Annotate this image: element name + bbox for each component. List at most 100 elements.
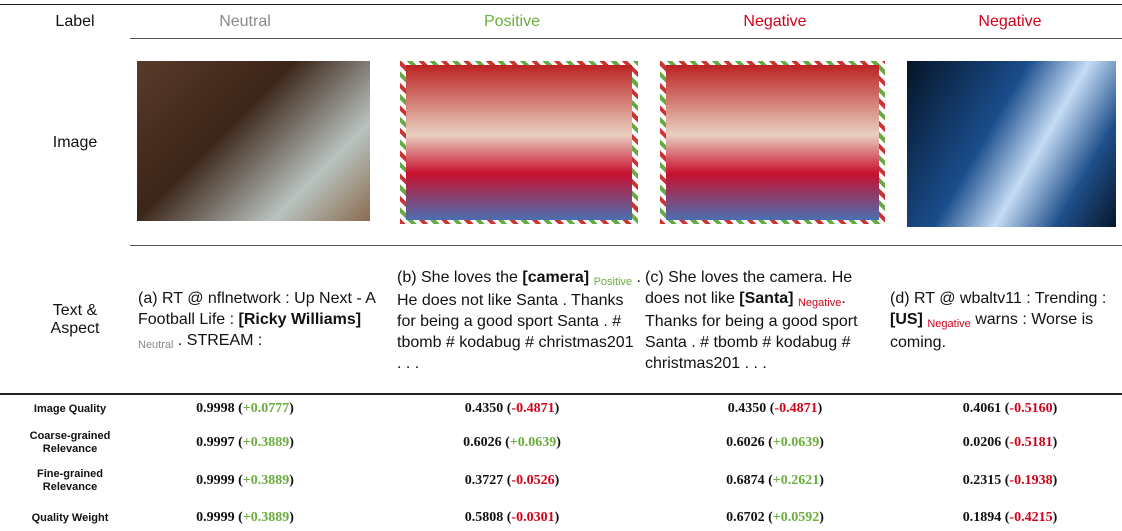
- metric-text: 0.4350 (-0.4871): [465, 401, 560, 417]
- metric-text: 0.9997 (+0.3889): [196, 435, 294, 451]
- metric-label: Coarse-grained Relevance: [20, 424, 120, 462]
- metric-value: 0.9999: [196, 510, 235, 525]
- metric-value: 0.4350: [728, 401, 767, 416]
- metric-cell: 0.6026 (+0.0639): [392, 424, 632, 462]
- metric-text: 0.4350 (-0.4871): [728, 401, 823, 417]
- text-aspect: (a) RT @ nflnetwork : Up Next - A Footba…: [138, 250, 383, 390]
- column-label: Neutral: [145, 8, 345, 36]
- rule: [130, 38, 1122, 39]
- metric-cell: 0.2315 (-0.1938): [890, 462, 1122, 500]
- metric-delta: (+0.3889): [238, 473, 294, 488]
- page: Label Image Text & Aspect Neutral(a) RT …: [0, 0, 1122, 531]
- column-label: Positive: [412, 8, 612, 36]
- metric-cell: 0.4061 (-0.5160): [890, 396, 1122, 422]
- metric-cell: 0.1894 (-0.4215): [890, 505, 1122, 531]
- metric-value: 0.6702: [726, 510, 765, 525]
- metric-value: 0.9997: [196, 435, 235, 450]
- rule: [0, 393, 1122, 395]
- metric-delta: (+0.0639): [505, 435, 561, 450]
- metric-value: 0.3727: [465, 473, 504, 488]
- metric-text: 0.6026 (+0.0639): [726, 435, 824, 451]
- image: [660, 61, 885, 224]
- metric-delta: (+0.0639): [768, 435, 824, 450]
- image: [137, 61, 370, 221]
- sentiment-tag: Negative: [798, 297, 841, 309]
- image: [400, 61, 638, 224]
- aspect-term: [US]: [890, 311, 923, 328]
- metric-value: 0.9999: [196, 473, 235, 488]
- metric-value: 0.6874: [726, 473, 765, 488]
- metric-text: 0.4061 (-0.5160): [963, 401, 1058, 417]
- sentiment-tag: Neutral: [138, 339, 173, 351]
- metric-text: 0.9999 (+0.3889): [196, 510, 294, 526]
- metric-text: 0.2315 (-0.1938): [963, 473, 1058, 489]
- metric-cell: 0.9999 (+0.3889): [125, 505, 365, 531]
- metric-cell: 0.6702 (+0.0592): [655, 505, 895, 531]
- metric-delta: (+0.0592): [768, 510, 824, 525]
- metric-delta: (+0.3889): [238, 435, 294, 450]
- text-aspect: (b) She loves the [camera] Positive . He…: [397, 250, 642, 390]
- sentiment-tag: Positive: [594, 276, 633, 288]
- image: [907, 61, 1116, 227]
- text-prefix: (b) She loves the: [397, 269, 522, 286]
- text-body: (b) She loves the [camera] Positive . He…: [397, 267, 642, 374]
- metric-cell: 0.5808 (-0.0301): [392, 505, 632, 531]
- metric-cell: 0.9999 (+0.3889): [125, 462, 365, 500]
- rule: [130, 245, 1122, 246]
- metric-label: Quality Weight: [20, 505, 120, 531]
- row-label: Image: [20, 128, 130, 158]
- aspect-term: [Santa]: [739, 290, 793, 307]
- text-body: (c) She loves the camera. He does not li…: [645, 267, 890, 374]
- metric-text: 0.1894 (-0.4215): [963, 510, 1058, 526]
- metric-text: 0.5808 (-0.0301): [465, 510, 560, 526]
- metric-cell: 0.6026 (+0.0639): [655, 424, 895, 462]
- metric-text: 0.9999 (+0.3889): [196, 473, 294, 489]
- metric-text: 0.9998 (+0.0777): [196, 401, 294, 417]
- metric-cell: 0.6874 (+0.2621): [655, 462, 895, 500]
- metric-delta: (-0.4871): [507, 401, 560, 416]
- metric-value: 0.6026: [726, 435, 765, 450]
- metric-value: 0.0206: [963, 435, 1002, 450]
- text-body: (a) RT @ nflnetwork : Up Next - A Footba…: [138, 288, 383, 353]
- column-label: Negative: [675, 8, 875, 36]
- text-body: (d) RT @ wbaltv11 : Trending : [US] Nega…: [890, 288, 1115, 353]
- text-suffix: . STREAM :: [173, 332, 262, 349]
- text-prefix: (d) RT @ wbaltv11 : Trending :: [890, 290, 1106, 307]
- metric-text: 0.3727 (-0.0526): [465, 473, 560, 489]
- metric-text: 0.6874 (+0.2621): [726, 473, 824, 489]
- metric-value: 0.4061: [963, 401, 1002, 416]
- sentiment-tag: Negative: [927, 318, 970, 330]
- metric-text: 0.0206 (-0.5181): [963, 435, 1058, 451]
- row-label: Label: [20, 8, 130, 36]
- metric-cell: 0.4350 (-0.4871): [655, 396, 895, 422]
- metric-delta: (-0.0526): [507, 473, 560, 488]
- rule: [0, 4, 1122, 5]
- metric-cell: 0.0206 (-0.5181): [890, 424, 1122, 462]
- metric-label: Image Quality: [20, 396, 120, 422]
- metric-value: 0.9998: [196, 401, 235, 416]
- row-label: Text & Aspect: [35, 295, 115, 345]
- aspect-term: [Ricky Williams]: [239, 311, 362, 328]
- metric-delta: (-0.4215): [1005, 510, 1058, 525]
- metric-value: 0.5808: [465, 510, 504, 525]
- metric-delta: (-0.4871): [770, 401, 823, 416]
- metric-cell: 0.9998 (+0.0777): [125, 396, 365, 422]
- metric-text: 0.6702 (+0.0592): [726, 510, 824, 526]
- metric-value: 0.4350: [465, 401, 504, 416]
- metric-value: 0.6026: [463, 435, 502, 450]
- metric-cell: 0.9997 (+0.3889): [125, 424, 365, 462]
- column-label: Negative: [910, 8, 1110, 36]
- aspect-term: [camera]: [522, 269, 589, 286]
- metric-delta: (+0.2621): [768, 473, 824, 488]
- metric-text: 0.6026 (+0.0639): [463, 435, 561, 451]
- metric-cell: 0.4350 (-0.4871): [392, 396, 632, 422]
- metric-delta: (-0.5160): [1005, 401, 1058, 416]
- metric-label: Fine-grained Relevance: [20, 462, 120, 500]
- metric-value: 0.2315: [963, 473, 1002, 488]
- metric-delta: (-0.0301): [507, 510, 560, 525]
- text-aspect: (d) RT @ wbaltv11 : Trending : [US] Nega…: [890, 250, 1115, 390]
- metric-value: 0.1894: [963, 510, 1002, 525]
- metric-delta: (-0.1938): [1005, 473, 1058, 488]
- metric-delta: (+0.0777): [238, 401, 294, 416]
- metric-delta: (-0.5181): [1005, 435, 1058, 450]
